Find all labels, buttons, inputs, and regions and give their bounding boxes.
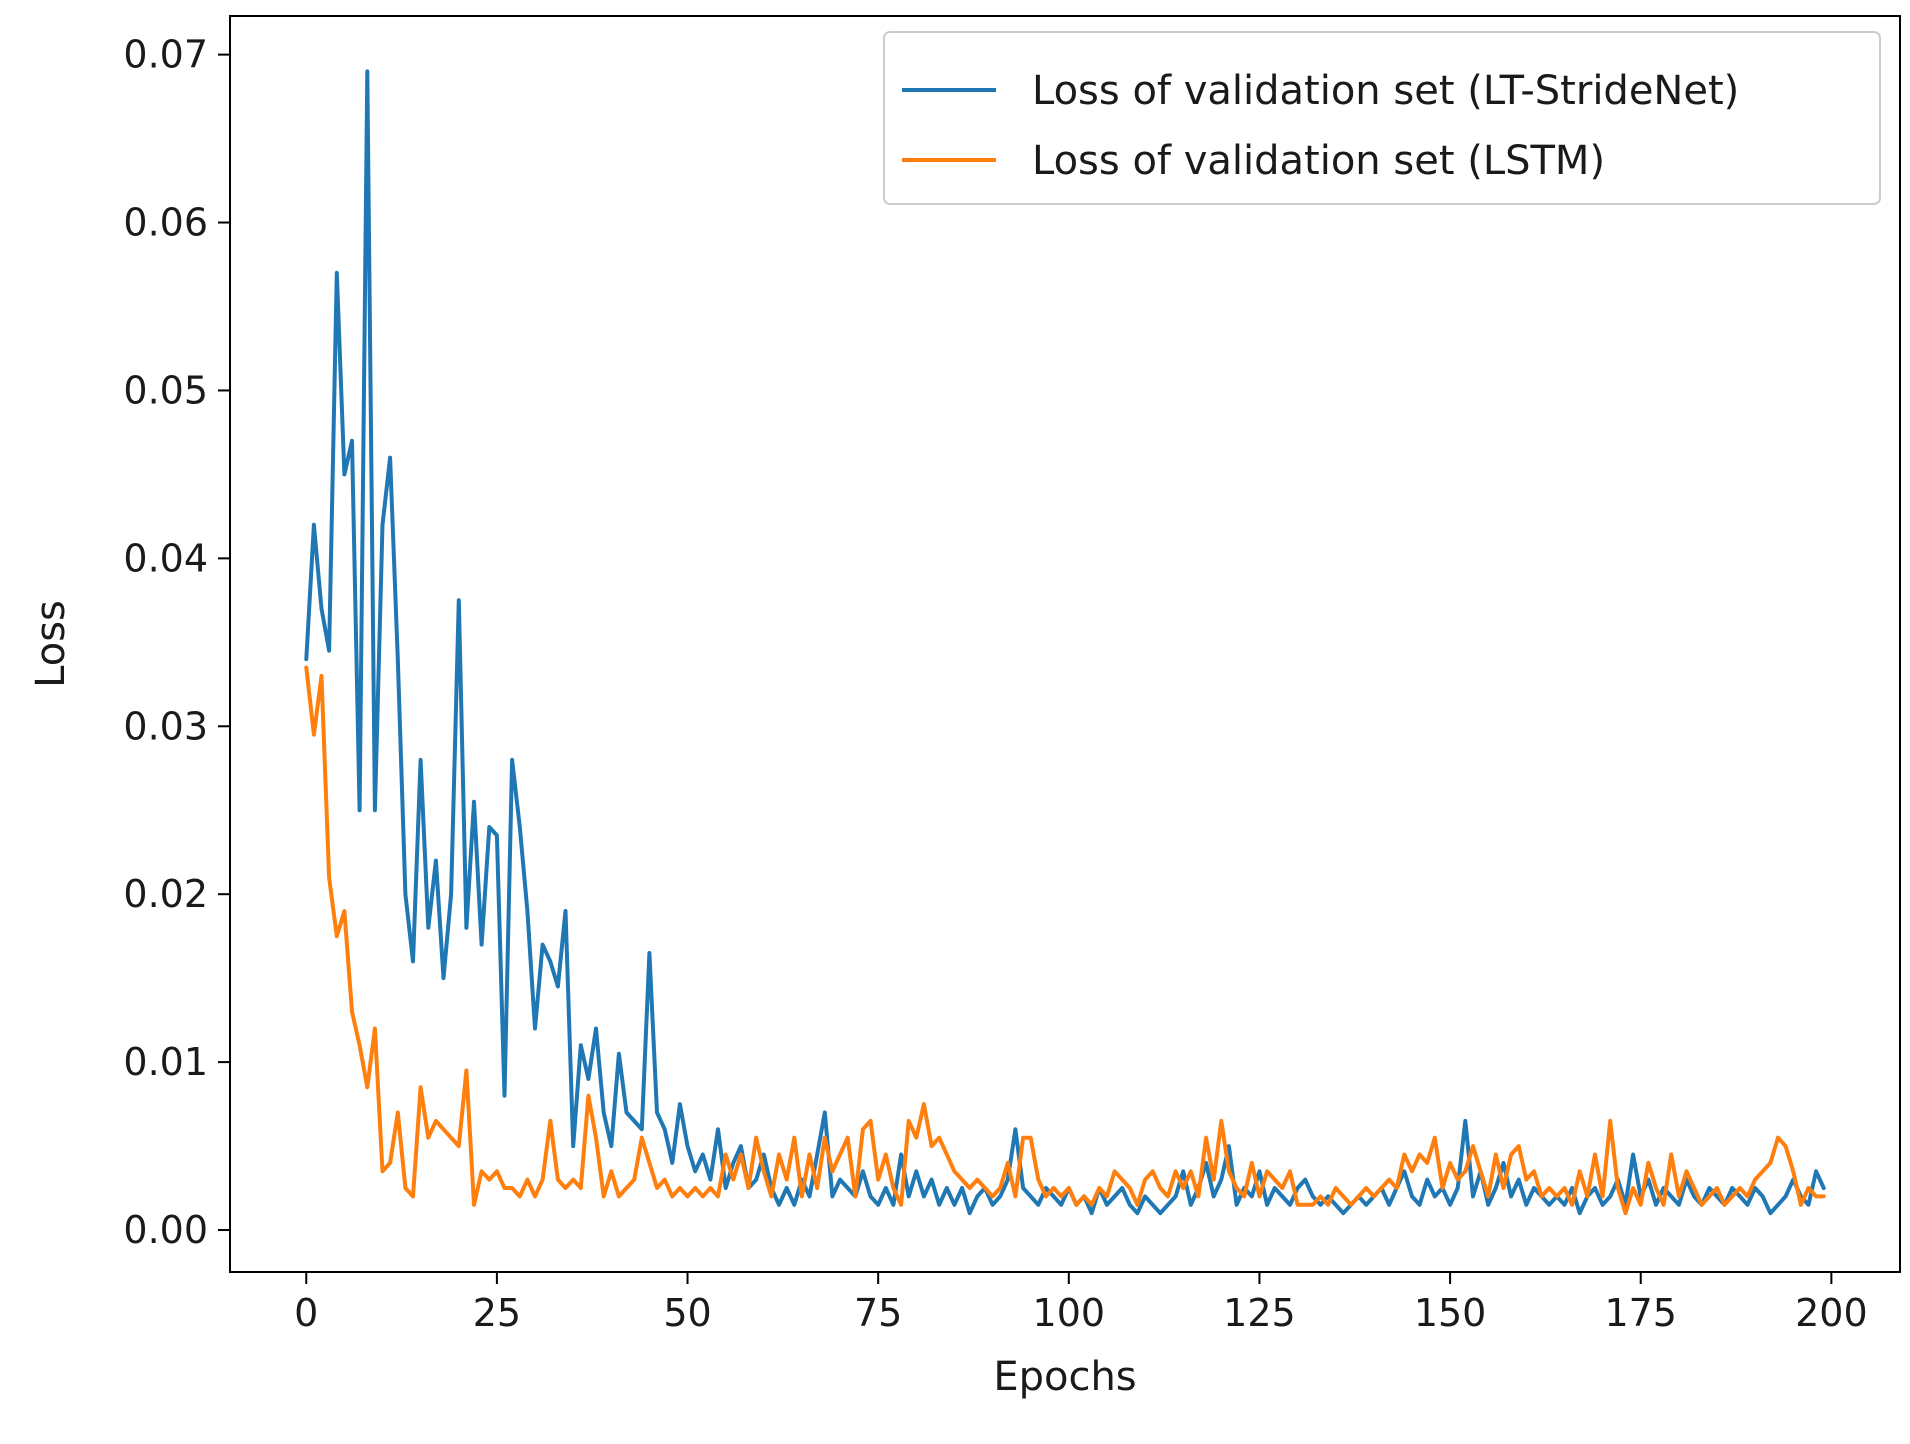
x-axis-label: Epochs	[993, 1354, 1136, 1400]
y-tick-label: 0.07	[123, 33, 208, 77]
axes-frame	[229, 15, 1901, 1273]
y-tick-label: 0.03	[123, 704, 208, 748]
legend-label-lstm: Loss of validation set (LSTM)	[1032, 138, 1605, 184]
legend: Loss of validation set (LT-StrideNet) Lo…	[883, 31, 1881, 205]
y-axis: 0.00 0.01 0.02 0.03 0.04 0.05 0.06 0.07	[123, 33, 230, 1252]
x-tick-label: 25	[473, 1291, 521, 1335]
x-tick-label: 0	[294, 1291, 318, 1335]
x-tick-label: 100	[1033, 1291, 1106, 1335]
y-tick-label: 0.05	[123, 368, 208, 412]
series-line-lt-stridenet	[304, 69, 1826, 1216]
series-lines	[304, 69, 1826, 1216]
legend-label-lt-stridenet: Loss of validation set (LT-StrideNet)	[1032, 68, 1739, 114]
x-axis: 0 25 50 75 100 125 150 175 200	[294, 1272, 1868, 1335]
x-tick-label: 150	[1414, 1291, 1487, 1335]
y-tick-label: 0.04	[123, 536, 208, 580]
x-tick-label: 175	[1604, 1291, 1677, 1335]
y-tick-label: 0.02	[123, 872, 208, 916]
x-tick-label: 125	[1223, 1291, 1296, 1335]
y-tick-label: 0.00	[123, 1208, 208, 1252]
series-line-lstm	[304, 665, 1826, 1216]
y-tick-label: 0.01	[123, 1040, 208, 1084]
legend-box	[883, 31, 1881, 205]
x-tick-label: 50	[663, 1291, 711, 1335]
x-tick-label: 200	[1795, 1291, 1868, 1335]
y-axis-label: Loss	[28, 600, 74, 688]
x-tick-label: 75	[854, 1291, 902, 1335]
y-tick-label: 0.06	[123, 201, 208, 245]
